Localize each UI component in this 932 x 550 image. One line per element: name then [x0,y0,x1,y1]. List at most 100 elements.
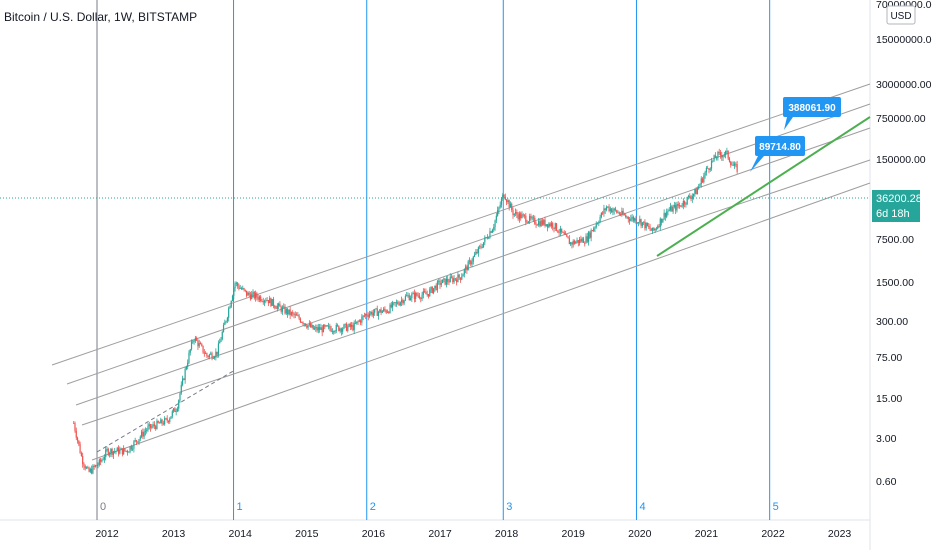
candle-body [289,309,291,316]
candle-body [553,227,555,229]
candle-body [671,206,673,212]
y-tick-label: 0.60 [876,476,897,488]
candle-body [139,436,141,440]
candle-body [189,349,191,353]
current-price-value: 36200.28 [876,193,922,205]
candle-body [399,302,401,306]
candle-body [94,465,97,467]
candle-body [224,322,226,325]
candle-body [153,424,155,427]
candle-body [267,300,269,304]
candle-body [130,446,132,450]
candle-body [477,247,480,254]
candle-body [416,292,418,296]
candle-body [710,161,713,169]
candle-body [351,324,353,327]
candle-body [450,276,453,278]
candle-body [660,218,663,223]
candle-body [470,260,472,265]
candle-body [490,231,492,233]
x-tick-label: 2017 [428,528,452,540]
candle-body [704,172,706,176]
candle-body [653,227,655,231]
candle-body [229,306,231,309]
candle-body [611,208,613,213]
candle-body [680,205,682,207]
candle-body [389,304,391,313]
candle-body [87,467,89,469]
currency-label[interactable]: USD [890,11,911,22]
candle-body [294,314,296,316]
candle-body [299,318,301,323]
trend-line [656,116,871,257]
candle-body [482,242,485,248]
candle-body [149,424,152,428]
candle-body [538,221,540,226]
candle-body [731,164,733,166]
candle-body [185,366,188,370]
candle-body [481,247,483,249]
candle-body [443,278,445,280]
candle-body [675,205,677,211]
candle-body [684,201,686,205]
candle-body [377,311,380,316]
candle-body [116,447,118,452]
candle-body [75,430,77,438]
candle-body [584,242,586,244]
x-tick-label: 2014 [229,528,253,540]
candle-body [456,279,458,283]
candle-body [230,300,232,307]
candle-body [557,230,559,233]
candle-body [486,237,488,239]
currency-box[interactable] [886,5,916,25]
candle-body [252,292,254,294]
candle-body [417,295,419,297]
candle-body [420,297,422,299]
candle-body [696,188,699,195]
candle-body [303,323,305,325]
candle-body [91,468,93,474]
candle-body [709,168,711,170]
candle-body [576,240,578,242]
candle-body [253,292,255,299]
candle-body [326,325,328,327]
candle-body [246,290,248,296]
candle-body [187,362,189,367]
candle-body [424,291,426,293]
candle-body [311,325,313,328]
candle-body [85,467,88,469]
candle-body [242,288,244,290]
candle-body [529,216,531,222]
candle-body [138,439,140,443]
candle-body [534,217,536,224]
candle-body [96,465,98,467]
candle-body [511,203,513,211]
candle-body [422,291,424,295]
candle-body [659,218,661,227]
candle-body [143,431,145,437]
candle-body [261,300,263,302]
candle-body [324,325,326,327]
candle-body [639,219,641,223]
candle-body [238,285,240,289]
candle-body [157,421,159,423]
candle-body [107,448,109,455]
candle-body [97,464,99,466]
candle-body [431,286,433,293]
candle-body [532,217,535,219]
candle-body [535,223,537,225]
candle-body [432,288,435,293]
candle-body [623,214,626,216]
candle-body [548,223,550,228]
candle-body [103,457,106,460]
candle-body [632,216,634,221]
candle-body [256,293,258,298]
candle-body [448,281,450,283]
candle-body [441,279,444,284]
candle-body [559,228,561,233]
candle-body [523,214,526,216]
candle-body [370,311,372,314]
candle-body [541,220,544,225]
candle-body [716,157,718,159]
